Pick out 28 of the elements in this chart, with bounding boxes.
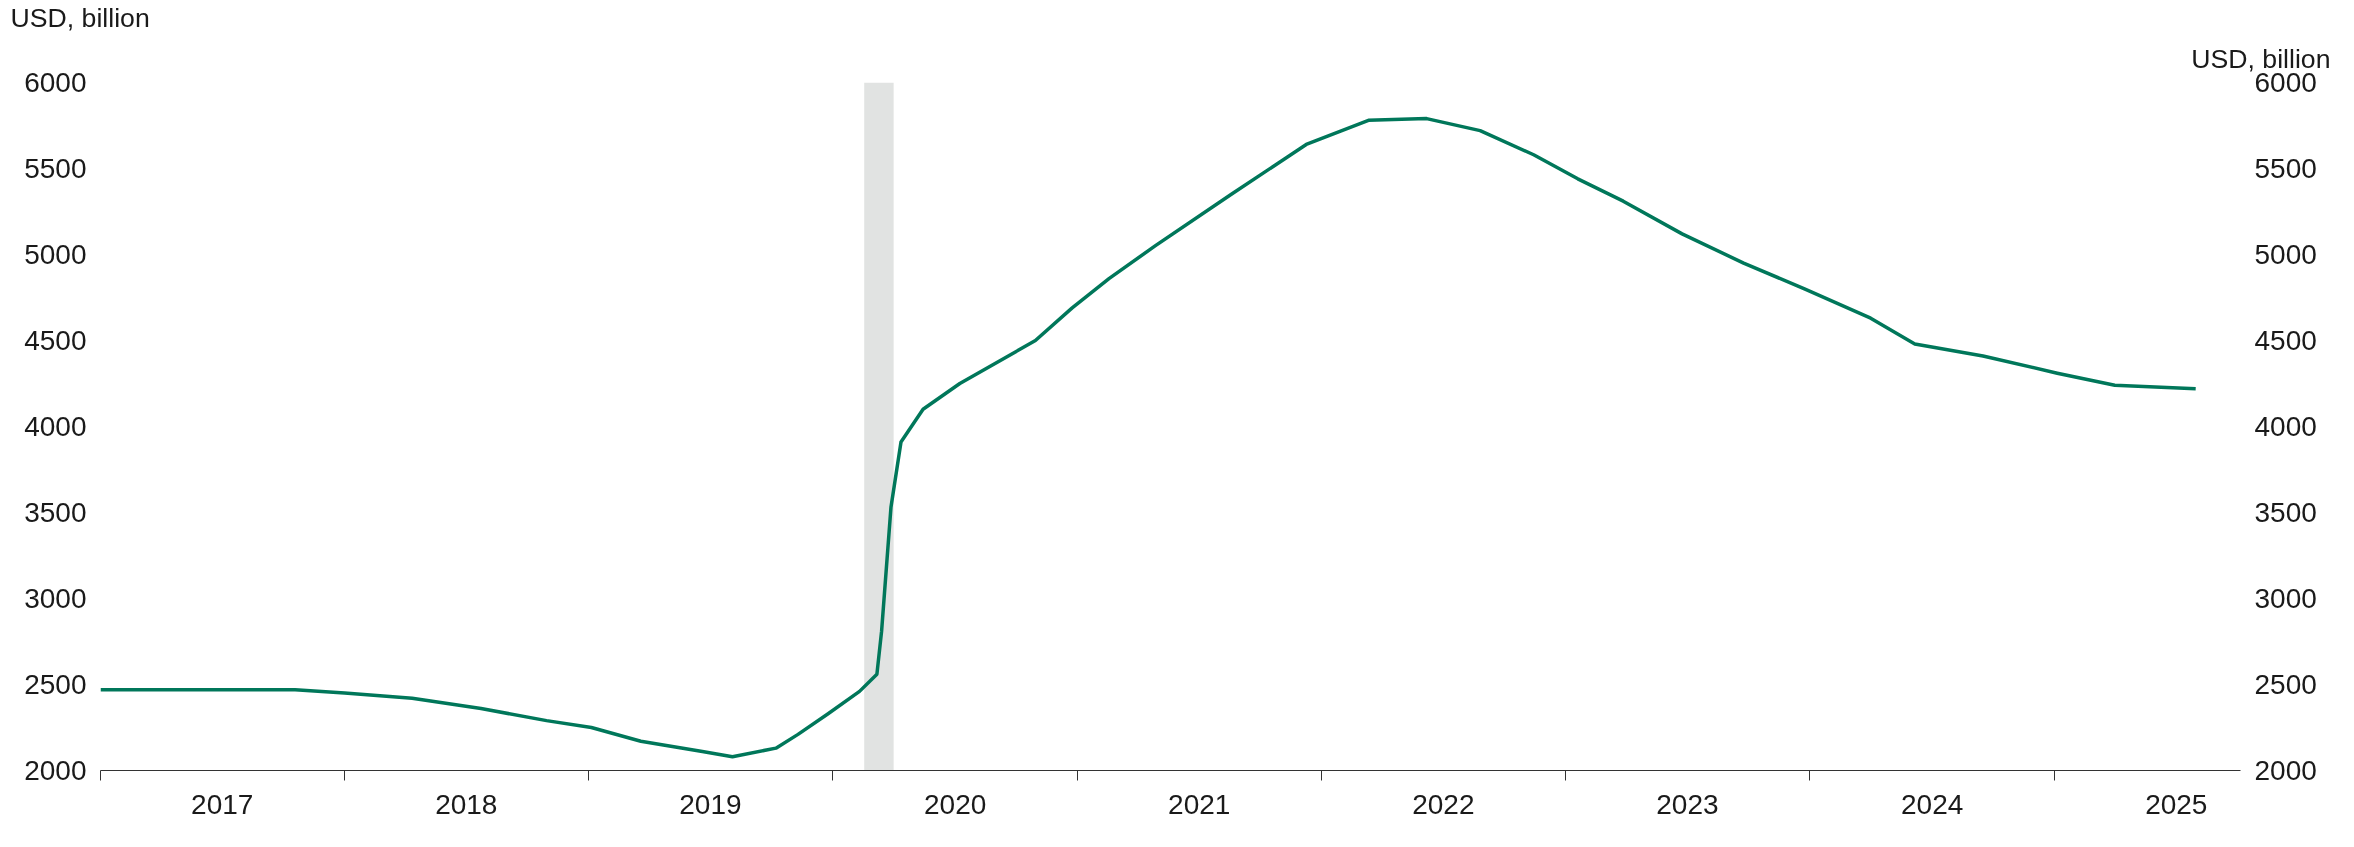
y-tick-label: 2500 <box>24 669 87 700</box>
y-tick-label: 6000 <box>24 67 87 98</box>
y2-tick-label: 5500 <box>2254 153 2317 184</box>
x-tick-label: 2017 <box>191 788 254 820</box>
y2-tick-label: 4500 <box>2254 325 2317 356</box>
y2-tick-label: 5000 <box>2254 239 2317 270</box>
y-tick-label: 3000 <box>24 583 87 614</box>
x-tick-label: 2020 <box>924 788 987 820</box>
x-tick-label: 2024 <box>1901 788 1964 820</box>
y-tick-label: 5500 <box>24 153 87 184</box>
x-tick-label: 2021 <box>1168 788 1231 820</box>
y2-tick-label: 3500 <box>2254 497 2317 528</box>
y-tick-label: 3500 <box>24 497 87 528</box>
line-series <box>100 116 2198 759</box>
x-tick-label: 2023 <box>1656 788 1719 820</box>
y-tick-label: 4500 <box>24 325 87 356</box>
x-tick-label: 2019 <box>679 788 742 820</box>
y2-tick-label: 2500 <box>2254 669 2317 700</box>
y-tick-label: 2000 <box>24 755 87 786</box>
x-tick-label: 2018 <box>435 788 498 820</box>
y2-tick-label: 4000 <box>2254 411 2317 442</box>
x-tick-label: 2025 <box>2145 788 2208 820</box>
y2-tick-label: 3000 <box>2254 583 2317 614</box>
y2-tick-label: 2000 <box>2254 755 2317 786</box>
y-axis-title: USD, billion <box>10 2 150 33</box>
y-tick-label: 4000 <box>24 411 87 442</box>
x-tick-label: 2022 <box>1412 788 1475 820</box>
y-tick-label: 5000 <box>24 239 87 270</box>
